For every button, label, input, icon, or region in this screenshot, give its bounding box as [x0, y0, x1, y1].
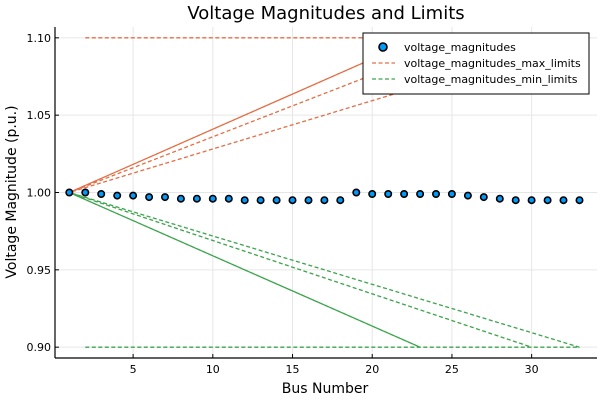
- data-point: [240, 196, 249, 205]
- data-point: [192, 194, 201, 203]
- legend-marker-voltage-magnitudes: [378, 42, 388, 52]
- data-point: [256, 196, 265, 205]
- series-line-voltage-magnitudes-min-limits: [69, 191, 580, 348]
- data-point: [288, 196, 297, 205]
- y-tick-label: 0.95: [27, 264, 52, 277]
- chart-title: Voltage Magnitudes and Limits: [187, 3, 464, 24]
- legend: voltage_magnitudes voltage_magnitudes_max…: [362, 32, 590, 95]
- data-point: [368, 190, 377, 199]
- y-axis-label: Voltage Magnitude (p.u.): [4, 105, 20, 278]
- legend-box: [362, 32, 590, 95]
- data-point: [97, 190, 106, 199]
- data-point: [559, 196, 568, 205]
- data-point: [176, 194, 185, 203]
- data-point: [543, 196, 552, 205]
- data-point: [161, 193, 170, 202]
- x-axis-label: Bus Number: [282, 381, 369, 397]
- data-point: [352, 188, 361, 197]
- x-tick-label: 15: [286, 363, 300, 376]
- y-tick-label: 1.00: [27, 187, 52, 200]
- x-tick-label: 10: [206, 363, 220, 376]
- data-point: [384, 190, 393, 199]
- legend-label-voltage-magnitudes-max-limits: voltage_magnitudes_max_limits: [404, 57, 581, 70]
- data-point: [416, 190, 425, 199]
- x-tick-label: 20: [365, 363, 379, 376]
- data-point: [431, 190, 440, 199]
- data-point: [495, 194, 504, 203]
- data-point: [145, 193, 154, 202]
- legend-label-voltage-magnitudes-min-limits: voltage_magnitudes_min_limits: [404, 73, 578, 86]
- x-tick-label: 30: [525, 363, 539, 376]
- data-point: [304, 196, 313, 205]
- data-point: [320, 196, 329, 205]
- data-point: [447, 190, 456, 199]
- data-point: [65, 188, 74, 197]
- data-point: [527, 196, 536, 205]
- data-point: [129, 191, 138, 200]
- y-tick-label: 1.05: [27, 109, 52, 122]
- data-point: [272, 196, 281, 205]
- data-point: [511, 196, 520, 205]
- data-point: [575, 196, 584, 205]
- legend-label-voltage-magnitudes: voltage_magnitudes: [404, 41, 516, 54]
- data-point: [400, 190, 409, 199]
- data-point: [479, 193, 488, 202]
- data-point: [81, 188, 90, 197]
- data-point: [113, 191, 122, 200]
- data-point: [463, 191, 472, 200]
- plot-area: [65, 37, 584, 348]
- y-tick-label: 1.10: [27, 32, 52, 45]
- x-tick-label: 25: [445, 363, 459, 376]
- x-tick-label: 5: [130, 363, 137, 376]
- axis-ticks: 5 10 15 20 25 30 0.90 0.95 1.00 1.05 1.10: [27, 32, 539, 376]
- y-tick-label: 0.90: [27, 341, 52, 354]
- data-point: [336, 196, 345, 205]
- data-point: [208, 194, 217, 203]
- data-point: [224, 194, 233, 203]
